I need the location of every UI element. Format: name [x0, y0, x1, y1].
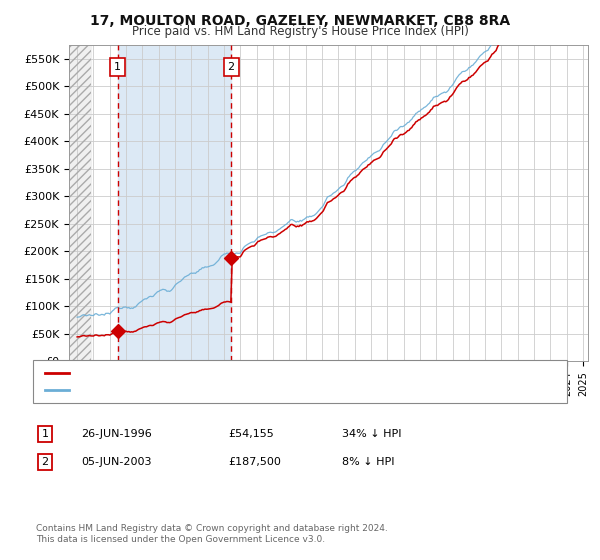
- Text: 05-JUN-2003: 05-JUN-2003: [81, 457, 151, 467]
- Text: £187,500: £187,500: [228, 457, 281, 467]
- Text: 2: 2: [227, 62, 235, 72]
- Text: Contains HM Land Registry data © Crown copyright and database right 2024.
This d: Contains HM Land Registry data © Crown c…: [36, 524, 388, 544]
- Text: 1: 1: [41, 429, 49, 439]
- Text: 17, MOULTON ROAD, GAZELEY, NEWMARKET, CB8 8RA: 17, MOULTON ROAD, GAZELEY, NEWMARKET, CB…: [90, 14, 510, 28]
- Text: 26-JUN-1996: 26-JUN-1996: [81, 429, 152, 439]
- Text: Price paid vs. HM Land Registry's House Price Index (HPI): Price paid vs. HM Land Registry's House …: [131, 25, 469, 38]
- Text: 34% ↓ HPI: 34% ↓ HPI: [342, 429, 401, 439]
- Text: 1: 1: [114, 62, 121, 72]
- Text: 8% ↓ HPI: 8% ↓ HPI: [342, 457, 395, 467]
- Text: HPI: Average price, detached house, West Suffolk: HPI: Average price, detached house, West…: [73, 385, 331, 395]
- Bar: [67, 45, 91, 361]
- Point: [113, 327, 122, 336]
- Point: [226, 254, 236, 263]
- Bar: [118, 45, 231, 361]
- Text: 17, MOULTON ROAD, GAZELEY, NEWMARKET, CB8 8RA (detached house): 17, MOULTON ROAD, GAZELEY, NEWMARKET, CB…: [73, 368, 452, 378]
- Text: 2: 2: [41, 457, 49, 467]
- Bar: [67, 45, 91, 361]
- Text: £54,155: £54,155: [228, 429, 274, 439]
